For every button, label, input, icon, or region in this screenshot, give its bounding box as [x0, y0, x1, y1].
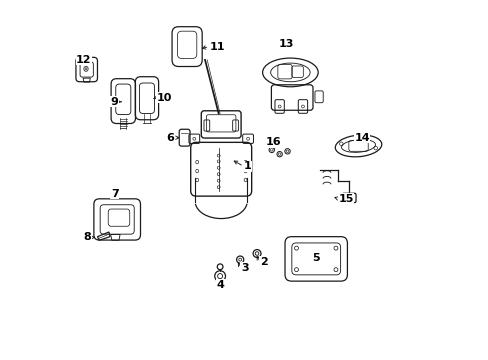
Text: 14: 14 — [354, 133, 369, 143]
Text: 7: 7 — [111, 189, 118, 199]
Text: 3: 3 — [241, 263, 248, 273]
Text: 5: 5 — [312, 253, 319, 263]
Text: 11: 11 — [209, 42, 224, 51]
Text: 10: 10 — [156, 93, 172, 103]
Text: 8: 8 — [83, 232, 91, 242]
Text: 1: 1 — [244, 161, 251, 171]
Text: 16: 16 — [265, 138, 281, 147]
Text: 15: 15 — [338, 194, 353, 204]
Text: 4: 4 — [216, 280, 224, 290]
Text: 2: 2 — [260, 257, 267, 267]
Text: 12: 12 — [76, 55, 91, 65]
Text: 13: 13 — [279, 40, 294, 49]
Text: 6: 6 — [166, 133, 174, 143]
Text: 9: 9 — [110, 97, 118, 107]
